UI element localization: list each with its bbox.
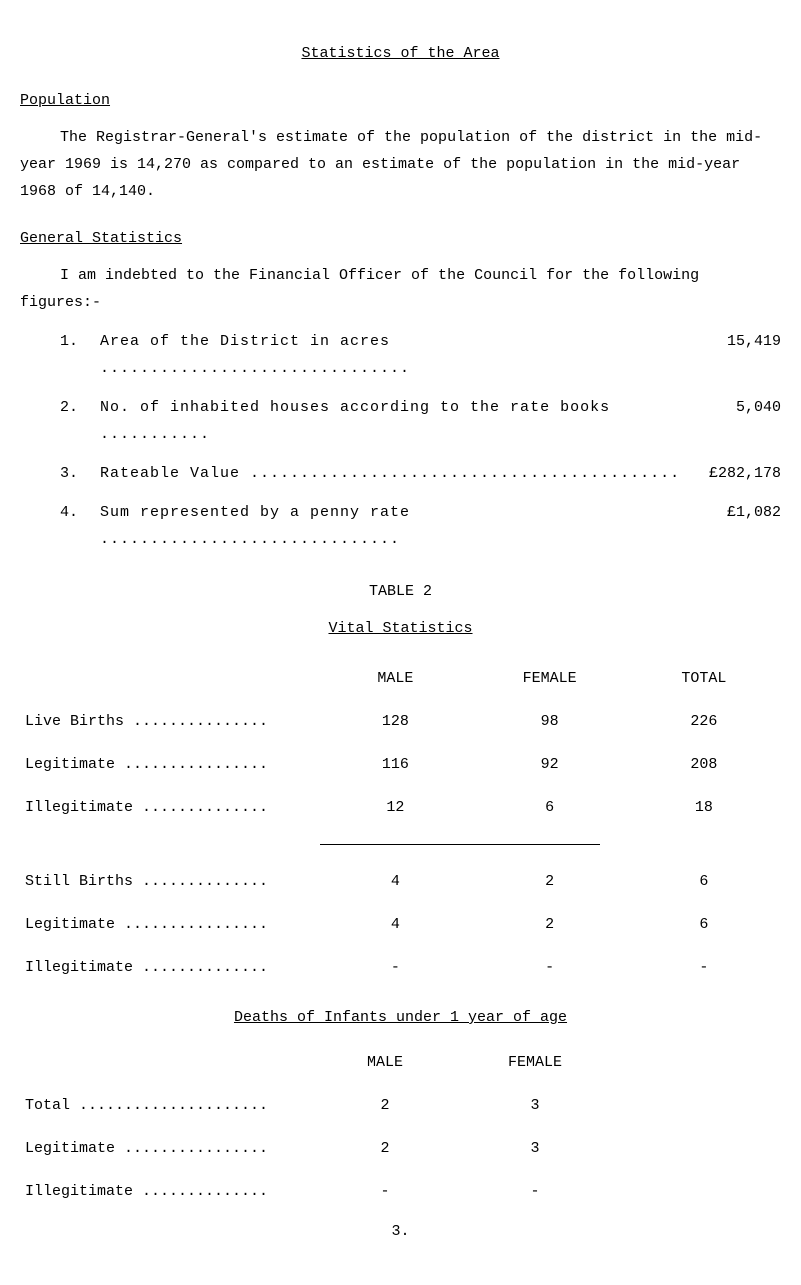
page-number: 3. (20, 1218, 781, 1245)
item-value: £282,178 (691, 460, 781, 487)
deaths-table: MALE FEMALE Total .....................2… (20, 1041, 781, 1213)
item-text: Area of the District in acres ..........… (100, 328, 691, 382)
table-divider (320, 844, 600, 845)
male-value: 4 (318, 903, 472, 946)
deaths-header: Deaths of Infants under 1 year of age (20, 1004, 781, 1031)
table-row: Legitimate ................23 (20, 1127, 781, 1170)
deaths-header-row: MALE FEMALE (20, 1041, 781, 1084)
male-value: 2 (310, 1127, 460, 1170)
female-value: - (472, 946, 626, 989)
item-number: 2. (60, 394, 100, 448)
total-value: 208 (627, 743, 781, 786)
female-value: 2 (472, 860, 626, 903)
item-value: 5,040 (691, 394, 781, 448)
row-label: Illegitimate .............. (20, 1170, 310, 1213)
table-row: Illegitimate ..............12618 (20, 786, 781, 829)
general-stats-header: General Statistics (20, 225, 781, 252)
table-row: Live Births ...............12898226 (20, 700, 781, 743)
male-value: 12 (318, 786, 472, 829)
female-value: 2 (472, 903, 626, 946)
numbered-items-list: 1.Area of the District in acres ........… (20, 328, 781, 553)
general-stats-intro: I am indebted to the Financial Officer o… (20, 262, 781, 316)
item-text: Sum represented by a penny rate ........… (100, 499, 691, 553)
numbered-item: 2.No. of inhabited houses according to t… (60, 394, 781, 448)
spacer (610, 1127, 781, 1170)
item-text: Rateable Value .........................… (100, 460, 691, 487)
female-value: 98 (472, 700, 626, 743)
total-value: - (627, 946, 781, 989)
table2-title: TABLE 2 (20, 578, 781, 605)
item-number: 3. (60, 460, 100, 487)
row-label: Live Births ............... (20, 700, 318, 743)
table-row: Illegitimate ..............-- (20, 1170, 781, 1213)
deaths-female-header: FEMALE (460, 1041, 610, 1084)
female-value: - (460, 1170, 610, 1213)
population-paragraph: The Registrar-General's estimate of the … (20, 124, 781, 205)
blank-header (20, 657, 318, 700)
main-title: Statistics of the Area (20, 40, 781, 67)
row-label: Legitimate ................ (20, 1127, 310, 1170)
male-value: - (318, 946, 472, 989)
table-row: Legitimate ................426 (20, 903, 781, 946)
female-value: 6 (472, 786, 626, 829)
female-value: 3 (460, 1084, 610, 1127)
male-value: 128 (318, 700, 472, 743)
numbered-item: 1.Area of the District in acres ........… (60, 328, 781, 382)
female-value: 3 (460, 1127, 610, 1170)
table-header-row: MALE FEMALE TOTAL (20, 657, 781, 700)
stats-body-a: Live Births ...............12898226Legit… (20, 700, 781, 829)
population-header: Population (20, 87, 781, 114)
item-number: 4. (60, 499, 100, 553)
numbered-item: 4.Sum represented by a penny rate ......… (60, 499, 781, 553)
male-value: 4 (318, 860, 472, 903)
item-value: £1,082 (691, 499, 781, 553)
total-value: 6 (627, 860, 781, 903)
table-row: Legitimate ................11692208 (20, 743, 781, 786)
numbered-item: 3.Rateable Value .......................… (60, 460, 781, 487)
table-row: Illegitimate ..............--- (20, 946, 781, 989)
total-value: 6 (627, 903, 781, 946)
row-label: Legitimate ................ (20, 743, 318, 786)
deaths-body: Total .....................23Legitimate … (20, 1084, 781, 1213)
item-text: No. of inhabited houses according to the… (100, 394, 691, 448)
total-header: TOTAL (627, 657, 781, 700)
row-label: Total ..................... (20, 1084, 310, 1127)
male-header: MALE (318, 657, 472, 700)
female-header: FEMALE (472, 657, 626, 700)
deaths-male-header: MALE (310, 1041, 460, 1084)
item-value: 15,419 (691, 328, 781, 382)
spacer (610, 1084, 781, 1127)
stats-body-b: Still Births ..............426Legitimate… (20, 860, 781, 989)
table-row: Total .....................23 (20, 1084, 781, 1127)
vital-stats-table: MALE FEMALE TOTAL Live Births ..........… (20, 657, 781, 829)
total-value: 226 (627, 700, 781, 743)
table-row: Still Births ..............426 (20, 860, 781, 903)
male-value: 2 (310, 1084, 460, 1127)
row-label: Illegitimate .............. (20, 786, 318, 829)
total-value: 18 (627, 786, 781, 829)
row-label: Legitimate ................ (20, 903, 318, 946)
item-number: 1. (60, 328, 100, 382)
female-value: 92 (472, 743, 626, 786)
deaths-spacer (610, 1041, 781, 1084)
row-label: Illegitimate .............. (20, 946, 318, 989)
male-value: 116 (318, 743, 472, 786)
male-value: - (310, 1170, 460, 1213)
spacer (610, 1170, 781, 1213)
blank-deaths-header (20, 1041, 310, 1084)
row-label: Still Births .............. (20, 860, 318, 903)
vital-stats-table-b: Still Births ..............426Legitimate… (20, 860, 781, 989)
table2-subtitle: Vital Statistics (20, 615, 781, 642)
